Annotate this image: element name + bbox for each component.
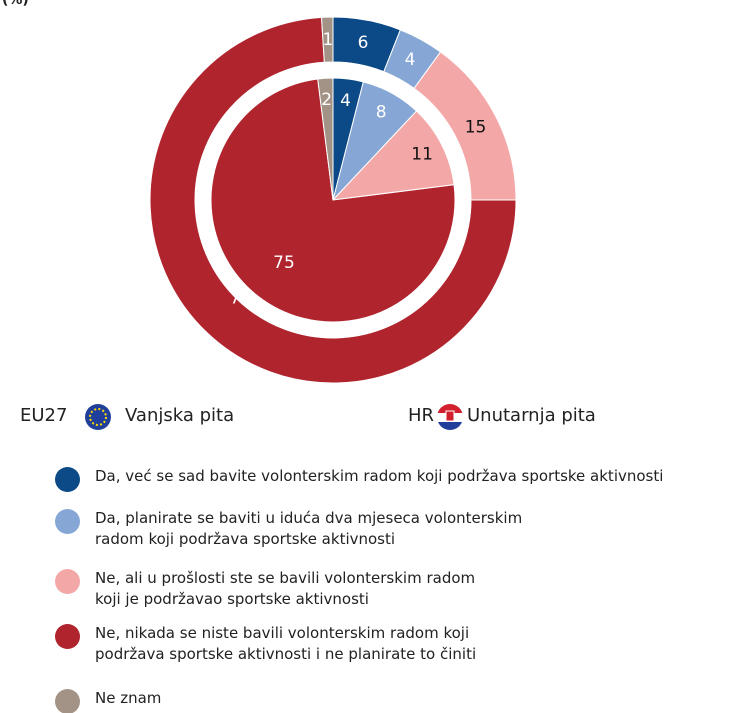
legend-label: Ne znam [95, 689, 162, 707]
legend-label: Da, planirate se baviti u iduća dva mjes… [95, 509, 523, 548]
legend-label: Ne, ali u prošlosti ste se bavili volont… [95, 569, 476, 608]
data-label: 6 [358, 33, 369, 53]
outer-series-caption: Vanjska pita [125, 405, 235, 426]
legend-swatch [55, 569, 80, 594]
data-label: 11 [411, 145, 433, 165]
pie-slice [210, 78, 456, 323]
pie-slice [320, 16, 334, 63]
data-label: 1 [323, 30, 334, 50]
data-label: 2 [321, 90, 332, 110]
inner-series-caption: Unutarnja pita [467, 405, 596, 426]
legend-swatch [55, 509, 80, 534]
data-label: 75 [273, 253, 295, 273]
pie-slice [149, 16, 517, 384]
hr-flag [437, 404, 463, 430]
pie-slice [317, 77, 334, 201]
eu-flag [85, 404, 111, 430]
pie-slice [331, 110, 455, 201]
inner-series-name: HR [408, 405, 435, 426]
data-label: 15 [465, 117, 487, 137]
legend-label: Ne, nikada se niste bavili volonterskim … [95, 624, 477, 663]
outer-series-name: EU27 [20, 405, 68, 426]
data-label: 4 [405, 50, 416, 70]
legend-swatch [55, 467, 80, 492]
legend-swatch [55, 624, 80, 649]
data-label: 4 [340, 91, 351, 111]
data-label: 74 [230, 288, 252, 308]
legend-swatch [55, 689, 80, 713]
data-label: 8 [376, 102, 387, 122]
legend-label: Da, već se sad bavite volonterskim radom… [95, 467, 664, 485]
chart-title: (%) [2, 0, 29, 8]
